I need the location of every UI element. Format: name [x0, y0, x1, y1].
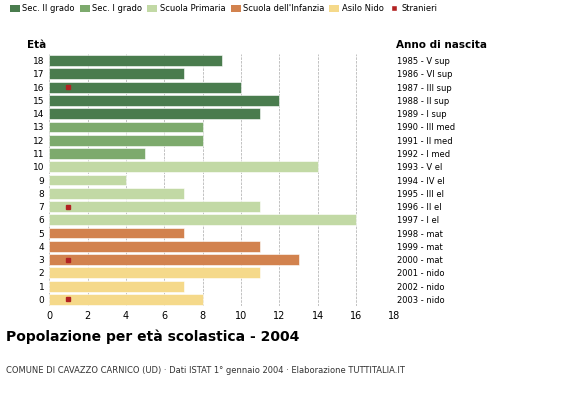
Bar	[49, 108, 260, 119]
Bar	[49, 281, 183, 292]
Bar	[49, 228, 183, 238]
Text: Età: Età	[27, 40, 46, 50]
Bar	[49, 161, 318, 172]
Bar	[49, 268, 260, 278]
Bar	[49, 201, 260, 212]
Bar	[49, 82, 241, 92]
Bar	[49, 254, 299, 265]
Bar	[49, 68, 183, 79]
Bar	[49, 135, 202, 146]
Bar	[49, 95, 280, 106]
Bar	[49, 241, 260, 252]
Bar	[49, 122, 202, 132]
Bar	[49, 55, 222, 66]
Text: Popolazione per età scolastica - 2004: Popolazione per età scolastica - 2004	[6, 330, 299, 344]
Bar	[49, 294, 202, 305]
Bar	[49, 214, 356, 225]
Bar	[49, 148, 145, 159]
Text: Anno di nascita: Anno di nascita	[396, 40, 487, 50]
Legend: Sec. II grado, Sec. I grado, Scuola Primaria, Scuola dell'Infanzia, Asilo Nido, : Sec. II grado, Sec. I grado, Scuola Prim…	[10, 4, 437, 13]
Bar	[49, 188, 183, 199]
Bar	[49, 174, 126, 186]
Text: COMUNE DI CAVAZZO CARNICO (UD) · Dati ISTAT 1° gennaio 2004 · Elaborazione TUTTI: COMUNE DI CAVAZZO CARNICO (UD) · Dati IS…	[6, 366, 405, 375]
